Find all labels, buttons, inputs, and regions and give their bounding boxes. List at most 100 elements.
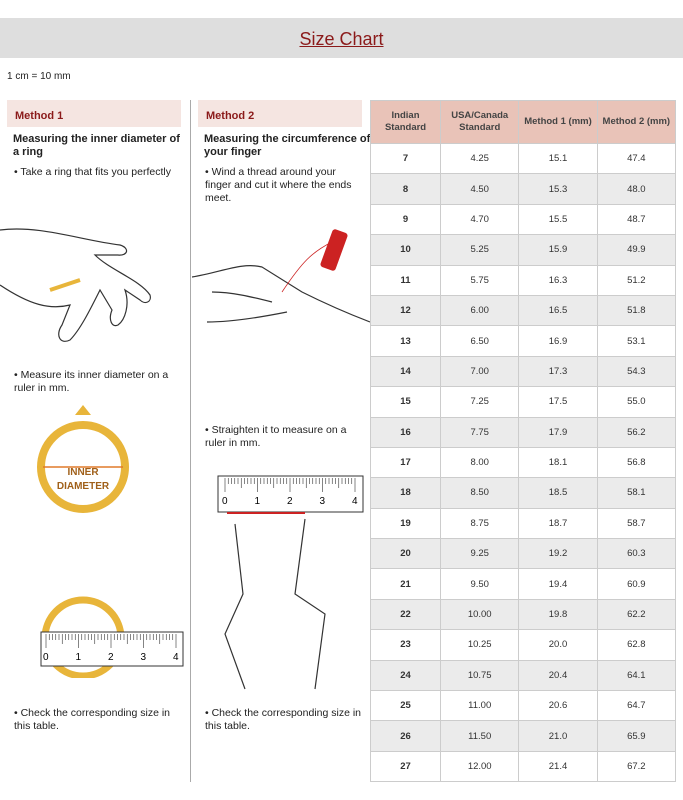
method1-heading: Method 1 bbox=[7, 100, 181, 127]
table-cell: 6.50 bbox=[440, 325, 520, 357]
table-cell: 51.2 bbox=[596, 264, 677, 296]
table-cell: 25 bbox=[369, 690, 442, 722]
table-cell: 10 bbox=[369, 234, 442, 266]
diameter-label: DIAMETER bbox=[57, 481, 110, 492]
table-cell: 47.4 bbox=[596, 142, 677, 175]
table-cell: 60.9 bbox=[596, 568, 677, 600]
ring-inner-diameter-illustration: INNER DIAMETER bbox=[37, 405, 129, 513]
method2-column: Method 2 Measuring the circumference of … bbox=[198, 100, 370, 159]
table-cell: 19.2 bbox=[518, 538, 598, 570]
table-cell: 10.75 bbox=[440, 659, 520, 692]
table-row: 21 9.50 19.4 60.9 bbox=[369, 568, 677, 600]
table-cell: 5.25 bbox=[440, 234, 520, 266]
table-cell: 58.1 bbox=[596, 477, 677, 509]
table-cell: 17.5 bbox=[518, 386, 598, 418]
table-cell: 48.0 bbox=[596, 173, 677, 205]
ruler-label: 2 bbox=[287, 496, 293, 507]
method1-step3: • Check the corresponding size in this t… bbox=[14, 707, 171, 732]
table-cell: 55.0 bbox=[596, 386, 677, 418]
table-cell: 65.9 bbox=[596, 720, 677, 752]
ruler-label: 0 bbox=[43, 652, 49, 663]
table-cell: 7.25 bbox=[440, 386, 520, 418]
method1-subtitle: Measuring the inner diameter of a ring bbox=[13, 133, 180, 158]
header-usa: USA/Canada Standard bbox=[440, 100, 520, 144]
table-cell: 18 bbox=[369, 477, 442, 509]
header-indian: Indian Standard bbox=[369, 100, 442, 144]
table-cell: 10.00 bbox=[440, 598, 520, 631]
inner-label: INNER bbox=[67, 467, 99, 478]
table-cell: 19.4 bbox=[518, 568, 598, 600]
table-cell: 13 bbox=[369, 325, 442, 357]
table-cell: 20.0 bbox=[518, 629, 598, 661]
table-cell: 7 bbox=[369, 142, 442, 175]
table-row: 18 8.50 18.5 58.1 bbox=[369, 477, 677, 509]
table-cell: 8.50 bbox=[440, 477, 520, 509]
table-cell: 54.3 bbox=[596, 355, 677, 388]
method1-step2: • Measure its inner diameter on a ruler … bbox=[14, 369, 169, 394]
table-cell: 5.75 bbox=[440, 264, 520, 296]
table-cell: 8 bbox=[369, 173, 442, 205]
divider bbox=[190, 100, 191, 782]
method2-step2: • Straighten it to measure on a ruler in… bbox=[205, 424, 347, 449]
table-cell: 49.9 bbox=[596, 234, 677, 266]
table-cell: 15.3 bbox=[518, 173, 598, 205]
table-cell: 67.2 bbox=[596, 750, 677, 783]
table-cell: 21 bbox=[369, 568, 442, 600]
table-cell: 7.00 bbox=[440, 355, 520, 388]
method2-subtitle: Measuring the circumference of your fing… bbox=[204, 133, 371, 158]
table-cell: 15.5 bbox=[518, 203, 598, 236]
table-cell: 20.6 bbox=[518, 690, 598, 722]
header-method2: Method 2 (mm) bbox=[596, 100, 677, 144]
table-cell: 56.2 bbox=[596, 416, 677, 448]
hand-ring-illustration bbox=[0, 228, 151, 342]
table-cell: 14 bbox=[369, 355, 442, 388]
title-bar: Size Chart bbox=[0, 18, 683, 58]
method2-step1: • Wind a thread around your finger and c… bbox=[205, 166, 352, 204]
table-row: 10 5.25 15.9 49.9 bbox=[369, 234, 677, 266]
table-row: 19 8.75 18.7 58.7 bbox=[369, 507, 677, 540]
table-cell: 23 bbox=[369, 629, 442, 661]
ring-on-ruler-illustration: 0 1 2 3 4 bbox=[40, 596, 184, 678]
table-cell: 4.50 bbox=[440, 173, 520, 205]
ruler-label: 3 bbox=[320, 496, 326, 507]
table-cell: 60.3 bbox=[596, 538, 677, 570]
hand-ruler-illustration: 0 1 2 3 4 bbox=[217, 475, 364, 690]
table-cell: 6.00 bbox=[440, 294, 520, 327]
table-cell: 8.00 bbox=[440, 446, 520, 479]
header-method1: Method 1 (mm) bbox=[518, 100, 598, 144]
table-row: 20 9.25 19.2 60.3 bbox=[369, 538, 677, 570]
table-cell: 27 bbox=[369, 750, 442, 783]
table-row: 13 6.50 16.9 53.1 bbox=[369, 325, 677, 357]
table-cell: 4.25 bbox=[440, 142, 520, 175]
hand-thread-illustration bbox=[192, 229, 370, 323]
method2-heading: Method 2 bbox=[198, 100, 362, 127]
table-row: 16 7.75 17.9 56.2 bbox=[369, 416, 677, 448]
table-row: 17 8.00 18.1 56.8 bbox=[369, 446, 677, 479]
table-cell: 10.25 bbox=[440, 629, 520, 661]
table-cell: 9.25 bbox=[440, 538, 520, 570]
table-row: 27 12.00 21.4 67.2 bbox=[369, 750, 677, 783]
table-cell: 15.9 bbox=[518, 234, 598, 266]
table-cell: 20 bbox=[369, 538, 442, 570]
table-cell: 51.8 bbox=[596, 294, 677, 327]
table-cell: 16.9 bbox=[518, 325, 598, 357]
table-cell: 12 bbox=[369, 294, 442, 327]
table-cell: 16 bbox=[369, 416, 442, 448]
table-row: 26 11.50 21.0 65.9 bbox=[369, 720, 677, 752]
table-cell: 17.3 bbox=[518, 355, 598, 388]
table-cell: 56.8 bbox=[596, 446, 677, 479]
ruler-label: 4 bbox=[352, 496, 358, 507]
table-row: 14 7.00 17.3 54.3 bbox=[369, 355, 677, 388]
table-cell: 9 bbox=[369, 203, 442, 236]
table-cell: 8.75 bbox=[440, 507, 520, 540]
table-cell: 18.5 bbox=[518, 477, 598, 509]
ruler-label: 0 bbox=[222, 496, 228, 507]
table-row: 25 11.00 20.6 64.7 bbox=[369, 690, 677, 722]
ruler-label: 3 bbox=[141, 652, 147, 663]
table-cell: 16.5 bbox=[518, 294, 598, 327]
table-cell: 4.70 bbox=[440, 203, 520, 236]
table-cell: 24 bbox=[369, 659, 442, 692]
table-cell: 17.9 bbox=[518, 416, 598, 448]
table-cell: 19 bbox=[369, 507, 442, 540]
table-row: 9 4.70 15.5 48.7 bbox=[369, 203, 677, 236]
